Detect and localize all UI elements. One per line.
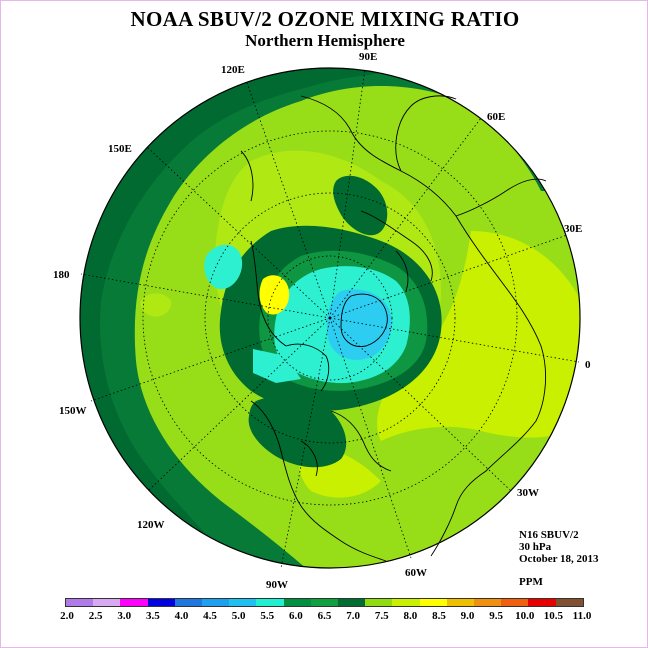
color-bar-swatch xyxy=(66,599,94,606)
color-bar-swatch xyxy=(555,599,583,606)
color-bar-tick-label: 5.0 xyxy=(231,610,246,622)
pressure-level-label: 30 hPa xyxy=(519,541,552,553)
color-bar-tick-label: 2.0 xyxy=(60,610,74,622)
color-bar-swatch xyxy=(174,599,203,606)
latitude-circles xyxy=(142,130,518,506)
lon-label-180: 180 xyxy=(53,269,70,281)
color-bar-tick-label: 3.0 xyxy=(117,610,132,622)
lon-label-90w: 90W xyxy=(266,579,288,591)
color-bar-tick-label: 11.0 xyxy=(572,610,592,622)
color-bar-tick-label: 6.0 xyxy=(289,610,303,622)
lon-label-120w: 120W xyxy=(137,519,165,531)
color-bar-swatch xyxy=(419,599,447,606)
field-7.0-america xyxy=(248,395,347,468)
field-5.5-island xyxy=(204,244,243,290)
color-bar-swatch xyxy=(528,599,556,606)
lon-label-60w: 60W xyxy=(405,567,427,579)
lon-label-150e: 150E xyxy=(108,143,132,155)
color-bar-tick-label: 4.5 xyxy=(203,610,217,622)
color-bar-swatch xyxy=(501,599,529,606)
coastlines xyxy=(240,95,547,562)
color-bar-swatch xyxy=(338,599,366,606)
color-bar-swatch xyxy=(256,599,284,606)
color-bar-tick-label: 6.5 xyxy=(317,610,332,622)
field-5.0 xyxy=(326,289,392,360)
field-7.0-tongue xyxy=(333,175,388,236)
lon-label-30e: 30E xyxy=(564,223,583,235)
color-bar-swatch xyxy=(392,599,420,606)
color-bar-swatch xyxy=(474,599,502,606)
globe-outline xyxy=(79,67,581,569)
map-title: NOAA SBUV/2 OZONE MIXING RATIO xyxy=(130,7,520,31)
color-bar-tick-label: 9.5 xyxy=(489,610,504,622)
color-bar-swatch xyxy=(310,599,339,606)
color-bar-tick-label: 5.5 xyxy=(260,610,275,622)
color-bar-swatch xyxy=(120,599,148,606)
lon-label-120e: 120E xyxy=(221,64,245,76)
color-bar-tick-label: 7.5 xyxy=(374,610,389,622)
field-8.0 xyxy=(377,231,580,441)
color-bar-swatch xyxy=(229,599,257,606)
color-bar-tick-label: 4.0 xyxy=(174,610,189,622)
color-bar-swatch xyxy=(283,599,311,606)
color-bar-tick-label: 7.0 xyxy=(346,610,360,622)
field-8.5 xyxy=(259,275,290,315)
color-bar-tick-label: 8.5 xyxy=(432,610,446,622)
color-bar-tick-label: 9.0 xyxy=(460,610,475,622)
lon-label-60e: 60E xyxy=(487,111,506,123)
lon-label-0: 0 xyxy=(585,359,591,371)
units-label: PPM xyxy=(519,576,543,588)
color-bar-tick-label: 10.0 xyxy=(515,610,535,622)
color-bar-tick-label: 10.5 xyxy=(543,610,563,622)
color-bar xyxy=(65,598,584,607)
date-label: October 18, 2013 xyxy=(519,553,599,565)
field-7.7-spot xyxy=(140,293,172,317)
color-bar-tick-label: 2.5 xyxy=(88,610,103,622)
color-bar-tick-label: 3.5 xyxy=(145,610,160,622)
lon-label-90e: 90E xyxy=(359,51,378,63)
meridians xyxy=(80,68,580,569)
color-bar-swatch xyxy=(365,599,393,606)
field-5.5-lobe xyxy=(253,349,301,383)
color-bar-swatch xyxy=(446,599,475,606)
color-bar-swatch xyxy=(202,599,230,606)
lon-label-150w: 150W xyxy=(59,405,87,417)
lon-label-30w: 30W xyxy=(517,487,539,499)
color-bar-swatch xyxy=(93,599,121,606)
map-subtitle: Northern Hemisphere xyxy=(245,31,405,50)
color-bar-swatch xyxy=(147,599,175,606)
color-bar-tick-label: 8.0 xyxy=(403,610,418,622)
satellite-label: N16 SBUV/2 xyxy=(519,529,579,541)
